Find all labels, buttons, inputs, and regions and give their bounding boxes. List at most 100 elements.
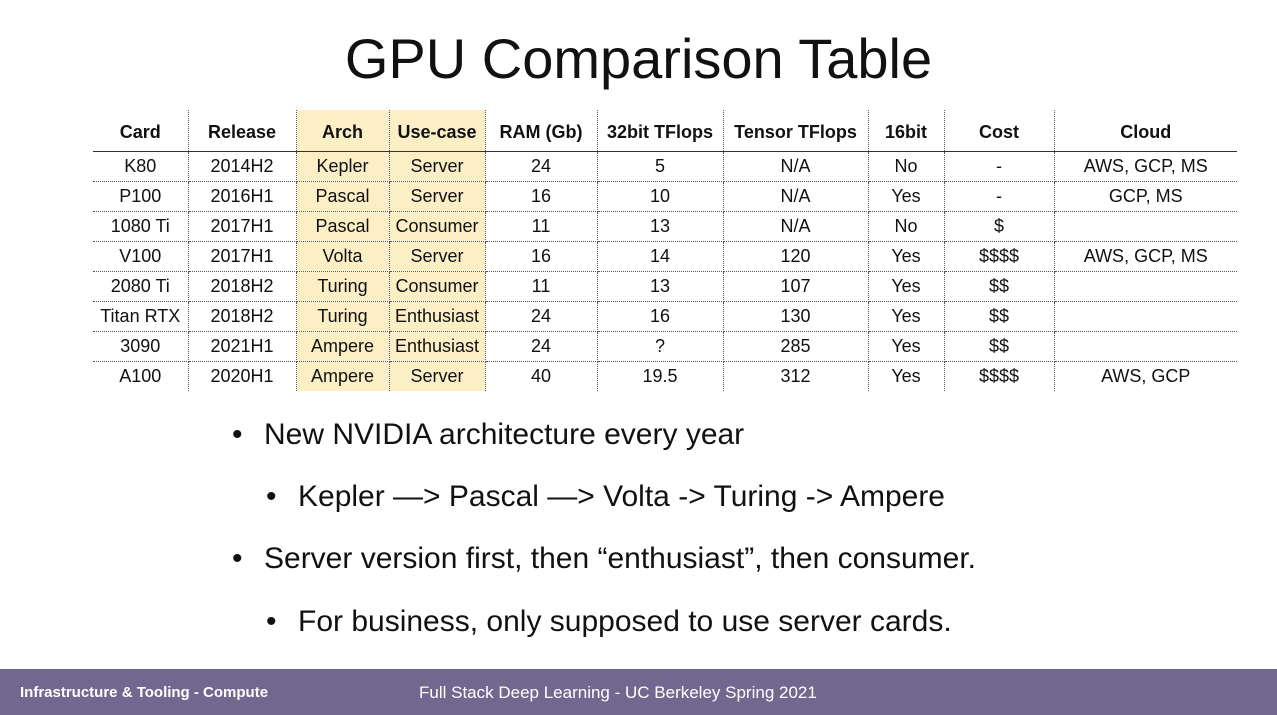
cell-card: A100 xyxy=(93,361,189,391)
table-header-row: Card Release Arch Use-case RAM (Gb) 32bi… xyxy=(93,110,1237,152)
cell-ram: 16 xyxy=(485,181,598,212)
bullet-text: Server version first, then “enthusiast”,… xyxy=(264,542,976,575)
bullet-glyph: • xyxy=(232,542,243,575)
bullet-item: • Server version first, then “enthusiast”… xyxy=(232,539,976,579)
cell-card: K80 xyxy=(93,151,189,182)
cell-cloud xyxy=(1054,301,1237,332)
header-cost: Cost xyxy=(944,110,1055,152)
cell-cloud: AWS, GCP xyxy=(1101,366,1191,386)
cell-card: Titan RTX xyxy=(93,301,189,332)
cell-tensor-tflops: 285 xyxy=(723,331,869,362)
bullet-glyph: • xyxy=(266,605,277,638)
bullet-item: • New NVIDIA architecture every year xyxy=(232,415,744,455)
footer-course-title: Full Stack Deep Learning - UC Berkeley S… xyxy=(419,683,817,702)
cell-ram: 24 xyxy=(485,331,598,362)
cell-ram: 24 xyxy=(485,301,598,332)
cell-16bit: Yes xyxy=(868,181,945,212)
footer-bar: Infrastructure & Tooling - Compute Full … xyxy=(0,669,1277,715)
cell-use-case: Consumer xyxy=(389,211,486,242)
cell-release: 2017H1 xyxy=(188,241,297,272)
cell-cost: $$ xyxy=(944,331,1055,362)
table-row: 1080 Ti 2017H1 Pascal Consumer 11 13 N/A No $ xyxy=(93,211,1237,242)
cell-tensor-tflops: 130 xyxy=(723,301,869,332)
cell-cost: $$$$ xyxy=(944,361,1055,391)
cell-arch: Volta xyxy=(296,241,390,272)
gpu-comparison-table: Card Release Arch Use-case RAM (Gb) 32bi… xyxy=(93,110,1237,391)
cell-32bit-tflops: 13 xyxy=(597,211,724,242)
cell-release: 2020H1 xyxy=(188,361,297,391)
cell-card: V100 xyxy=(93,241,189,272)
cell-arch: Pascal xyxy=(296,211,390,242)
slide-title: GPU Comparison Table xyxy=(344,27,933,90)
table-row: P100 2016H1 Pascal Server 16 10 N/A Yes - GCP, MS xyxy=(93,181,1237,212)
cell-tensor-tflops: N/A xyxy=(723,181,869,212)
cell-32bit-tflops: 13 xyxy=(597,271,724,302)
cell-card: 1080 Ti xyxy=(93,211,189,242)
header-arch: Arch xyxy=(296,110,390,152)
cell-16bit: No xyxy=(868,211,945,242)
cell-arch: Pascal xyxy=(296,181,390,212)
cell-cost: $$ xyxy=(944,271,1055,302)
cell-use-case: Consumer xyxy=(389,271,486,302)
cell-arch: Ampere xyxy=(296,361,390,391)
cell-16bit: No xyxy=(868,151,945,182)
cell-cost: - xyxy=(944,151,1055,182)
cell-ram: 11 xyxy=(485,211,598,242)
cell-16bit: Yes xyxy=(868,271,945,302)
table-row: 2080 Ti 2018H2 Turing Consumer 11 13 107 Yes $$ xyxy=(93,271,1237,302)
header-32bit-tflops: 32bit TFlops xyxy=(597,110,724,152)
cell-use-case: Server xyxy=(389,361,486,391)
bullet-text: For business, only supposed to use serve… xyxy=(298,605,952,638)
cell-cloud xyxy=(1054,211,1237,242)
cell-tensor-tflops: 312 xyxy=(723,361,869,391)
cell-cloud xyxy=(1054,271,1237,302)
sub-bullet-item: • Kepler —> Pascal —> Volta -> Turing -> … xyxy=(266,477,945,517)
header-cloud: Cloud xyxy=(1054,110,1237,152)
cell-use-case: Enthusiast xyxy=(389,301,486,332)
cell-ram: 16 xyxy=(485,241,598,272)
sub-bullet-item: • For business, only supposed to use serv… xyxy=(266,602,952,642)
cell-cost: - xyxy=(944,181,1055,212)
bullet-glyph: • xyxy=(232,418,243,451)
header-use-case: Use-case xyxy=(389,110,486,152)
cell-cloud: AWS, GCP, MS xyxy=(1054,241,1237,272)
cell-release: 2018H2 xyxy=(188,271,297,302)
table-row: V100 2017H1 Volta Server 16 14 120 Yes $$$$ AWS, … xyxy=(93,241,1237,272)
cell-cost: $$$$ xyxy=(944,241,1055,272)
cell-cost: $ xyxy=(944,211,1055,242)
cell-tensor-tflops: N/A xyxy=(723,211,869,242)
cell-arch: Turing xyxy=(296,271,390,302)
cell-cloud: AWS, GCP, MS xyxy=(1054,151,1237,182)
cell-cloud: GCP, MS xyxy=(1054,181,1237,212)
cell-cost: $$ xyxy=(944,301,1055,332)
cell-tensor-tflops: 120 xyxy=(723,241,869,272)
cell-16bit: Yes xyxy=(868,361,945,391)
bullet-text: New NVIDIA architecture every year xyxy=(264,418,745,451)
cell-release: 2014H2 xyxy=(188,151,297,182)
cell-card: 2080 Ti xyxy=(93,271,189,302)
cell-16bit: Yes xyxy=(868,241,945,272)
header-card: Card xyxy=(93,110,189,152)
cell-32bit-tflops: 14 xyxy=(597,241,724,272)
header-tensor-tflops: Tensor TFlops xyxy=(723,110,869,152)
header-ram: RAM (Gb) xyxy=(485,110,598,152)
table-row: Titan RTX 2018H2 Turing Enthusiast 24 16 130 Ye… xyxy=(93,301,1237,332)
cell-arch: Ampere xyxy=(296,331,390,362)
bullet-glyph: • xyxy=(266,480,277,513)
cell-32bit-tflops: ? xyxy=(597,331,724,362)
cell-16bit: Yes xyxy=(868,331,945,362)
cell-release: 2016H1 xyxy=(188,181,297,212)
header-release: Release xyxy=(188,110,297,152)
cell-32bit-tflops: 5 xyxy=(597,151,724,182)
table-row: A100 2020H1 Ampere Server 40 19.5 312 Yes $$$$ AW… xyxy=(93,361,1237,391)
cell-cloud xyxy=(1054,331,1237,362)
header-16bit: 16bit xyxy=(868,110,945,152)
cell-arch: Turing xyxy=(296,301,390,332)
cell-ram: 40 xyxy=(485,361,598,391)
cell-release: 2018H2 xyxy=(188,301,297,332)
cell-use-case: Server xyxy=(389,151,486,182)
cell-use-case: Server xyxy=(389,241,486,272)
cell-use-case: Server xyxy=(389,181,486,212)
cell-ram: 24 xyxy=(485,151,598,182)
cell-tensor-tflops: 107 xyxy=(723,271,869,302)
